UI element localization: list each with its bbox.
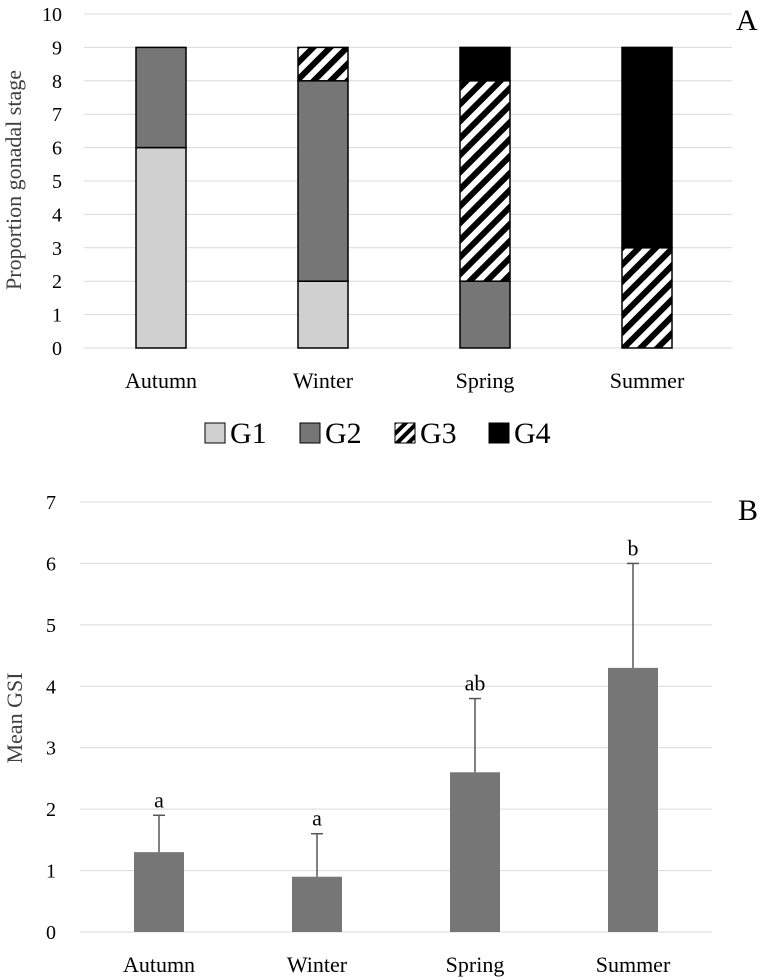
y-tick-a-4: 4	[52, 204, 62, 226]
category-label-a-spring: Spring	[456, 368, 515, 393]
legend-label-g4: G4	[514, 417, 551, 450]
chart-a-legend: G1 G2 G3 G4	[204, 417, 551, 450]
y-tick-a-9: 9	[52, 37, 62, 59]
y-tick-b-0: 0	[46, 922, 56, 944]
significance-label-b-spring: ab	[465, 671, 486, 696]
legend-label-g1: G1	[230, 417, 267, 450]
bar-a-autumn-g1	[135, 146, 187, 349]
bar-a-autumn-g2	[135, 46, 187, 149]
legend-label-g3: G3	[420, 417, 457, 450]
chart-b-category-labels: Autumn Winter Spring Summer	[123, 952, 671, 977]
bar-b-spring	[450, 772, 500, 932]
y-tick-a-0: 0	[52, 338, 62, 360]
y-tick-b-5: 5	[46, 615, 56, 637]
y-tick-b-4: 4	[46, 676, 56, 698]
y-tick-b-1: 1	[46, 861, 56, 883]
legend-item-g1: G1	[204, 417, 267, 450]
legend-item-g2: G2	[299, 417, 362, 450]
legend-swatch-g3	[394, 422, 416, 444]
chart-b-gridlines	[80, 501, 712, 933]
category-label-a-winter: Winter	[293, 368, 354, 393]
significance-label-b-summer: b	[628, 535, 639, 560]
category-label-a-summer: Summer	[610, 368, 685, 393]
chart-b-bars: a a ab b	[134, 535, 658, 932]
bar-a-spring-g2	[459, 280, 511, 349]
chart-a: 0 1 2 3 4 5 6 7 8 9 10 Autumn Winter Spring Summer Pr…	[1, 4, 758, 450]
chart-a-bars	[135, 46, 673, 349]
bar-a-summer-g4	[621, 46, 673, 249]
legend-item-g4: G4	[488, 417, 551, 450]
legend-label-g2: G2	[325, 417, 362, 450]
y-tick-a-3: 3	[52, 238, 62, 260]
bar-b-winter	[292, 876, 342, 932]
category-label-a-autumn: Autumn	[125, 368, 197, 393]
chart-a-panel-label: A	[736, 4, 758, 37]
bar-b-summer	[608, 667, 658, 932]
y-tick-a-10: 10	[42, 4, 62, 26]
chart-b-panel-label: B	[738, 494, 758, 527]
bar-a-winter-g3	[297, 46, 349, 82]
chart-a-y-ticks: 0 1 2 3 4 5 6 7 8 9 10	[42, 4, 62, 360]
bar-a-spring-g4	[459, 46, 511, 82]
legend-swatch-g4	[488, 422, 510, 444]
chart-a-y-axis-title: Proportion gonadal stage	[1, 70, 26, 290]
y-tick-a-2: 2	[52, 271, 62, 293]
legend-item-g3: G3	[394, 417, 457, 450]
significance-label-b-winter: a	[312, 806, 322, 831]
y-tick-b-7: 7	[46, 492, 56, 514]
category-label-b-summer: Summer	[596, 952, 671, 977]
chart-a-category-labels: Autumn Winter Spring Summer	[125, 368, 685, 393]
bar-a-winter-g1	[297, 280, 349, 349]
y-tick-a-8: 8	[52, 71, 62, 93]
bar-a-winter-g2	[297, 80, 349, 282]
legend-swatch-g2	[299, 422, 321, 444]
bar-b-autumn	[134, 852, 184, 932]
y-tick-a-7: 7	[52, 104, 62, 126]
y-tick-a-6: 6	[52, 138, 62, 160]
bar-a-summer-g3	[621, 247, 673, 349]
legend-swatch-g1	[204, 422, 226, 444]
y-tick-b-3: 3	[46, 738, 56, 760]
category-label-b-autumn: Autumn	[123, 952, 195, 977]
chart-b-y-axis-title: Mean GSI	[2, 672, 27, 763]
bar-a-spring-g3	[459, 80, 511, 282]
y-tick-b-2: 2	[46, 799, 56, 821]
y-tick-b-6: 6	[46, 553, 56, 575]
y-tick-a-5: 5	[52, 171, 62, 193]
significance-label-b-autumn: a	[154, 787, 164, 812]
category-label-b-winter: Winter	[287, 952, 348, 977]
category-label-b-spring: Spring	[446, 952, 505, 977]
y-tick-a-1: 1	[52, 305, 62, 327]
chart-b-y-ticks: 0 1 2 3 4 5 6 7	[46, 492, 56, 944]
